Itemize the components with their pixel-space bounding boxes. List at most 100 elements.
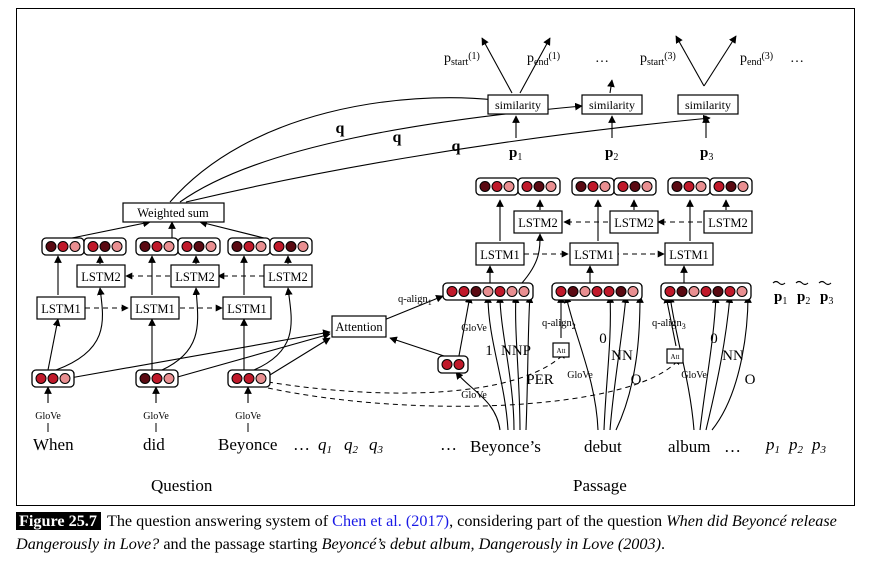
- vector-cell: [139, 373, 151, 384]
- section-label-question: Question: [151, 476, 213, 495]
- output-labels: pstart(1) pend(1) … pstart(3) pend(3) …: [444, 51, 804, 68]
- vector-cell: [231, 373, 243, 384]
- caption-question: When did Beyoncé release Dangerously in …: [16, 512, 837, 553]
- box-labels: LSTM1 LSTM1 LSTM1 LSTM2 LSTM2 LSTM2 LSTM…: [41, 98, 748, 361]
- output-ellipsis-2: …: [790, 51, 804, 66]
- question-word-when: When: [33, 435, 74, 454]
- p-lstm1-label-2: LSTM1: [574, 248, 614, 262]
- vector-cell: [494, 286, 506, 297]
- vector-cell: [518, 286, 530, 297]
- vector-cell: [533, 181, 545, 192]
- vector-cell: [491, 181, 503, 192]
- caption-passage: Beyoncé’s debut album, Dangerously in Lo…: [321, 535, 661, 553]
- p-lstm2-label-3: LSTM2: [708, 216, 748, 230]
- vector-cell: [47, 373, 59, 384]
- p-lstm2-box-2: [609, 210, 659, 234]
- feature-debut-nn: NN: [611, 348, 633, 364]
- vector-cell: [163, 241, 175, 252]
- q-lstm1-box-3: [222, 296, 272, 320]
- q-lstm1-box-2: [130, 296, 180, 320]
- glove-label-p1b: GloVe: [461, 390, 487, 401]
- citation-link[interactable]: Chen et al. (2017): [332, 512, 450, 530]
- p-tilde-1: p1: [774, 289, 787, 307]
- vector-cell: [285, 241, 297, 252]
- vector-cell: [603, 286, 615, 297]
- lstm-boxes: [36, 94, 753, 364]
- output-pstart-1: pstart(1): [444, 51, 480, 68]
- vector-cell: [151, 241, 163, 252]
- feature-album-nn: NN: [722, 348, 744, 364]
- feature-album-o: O: [745, 372, 756, 388]
- passage-word-beyonces: Beyonce’s: [470, 437, 541, 456]
- vector-cell: [87, 241, 99, 252]
- question-var-q1: q1: [318, 435, 332, 456]
- caption-text-3: and the passage starting: [159, 535, 322, 553]
- output-pstart-3: pstart(3): [640, 51, 676, 68]
- vector-cell: [69, 241, 81, 252]
- vector-cell: [579, 286, 591, 297]
- q-lstm1-label-2: LSTM1: [135, 302, 175, 316]
- vector-cell: [446, 286, 458, 297]
- q-align-label-3: q-align3: [652, 318, 686, 331]
- vector-cell: [273, 241, 285, 252]
- vector-cell: [59, 373, 71, 384]
- vector-cell: [151, 373, 163, 384]
- vector-cell: [700, 286, 712, 297]
- vector-cell: [736, 286, 748, 297]
- q-label-2: q: [393, 129, 402, 146]
- p-label-1: p1: [509, 145, 522, 163]
- glove-label-p3: GloVe: [681, 370, 707, 381]
- vector-cell: [193, 241, 205, 252]
- dashed-connectors: [85, 218, 702, 407]
- similarity-label-3: similarity: [685, 98, 731, 112]
- vector-cell: [591, 286, 603, 297]
- vector-cell: [163, 373, 175, 384]
- feature-debut-o: O: [631, 372, 642, 388]
- passage-word-debut: debut: [584, 437, 622, 456]
- vector-cell: [99, 241, 111, 252]
- vector-cell: [255, 241, 267, 252]
- vector-cell: [506, 286, 518, 297]
- vector-cell: [139, 241, 151, 252]
- p-lstm1-box-2: [569, 242, 619, 266]
- similarity-label-2: similarity: [589, 98, 635, 112]
- question-word-beyonce: Beyonce: [218, 435, 277, 454]
- vector-cell: [599, 181, 611, 192]
- glove-label-p2: GloVe: [567, 370, 593, 381]
- glove-label-q3: GloVe: [235, 411, 261, 422]
- output-pend-3: pend(3): [740, 51, 773, 68]
- passage-var-p1: p1: [765, 435, 780, 456]
- vector-cell: [458, 286, 470, 297]
- figure-caption: Figure 25.7 The question answering system…: [16, 510, 861, 556]
- vector-cell: [688, 286, 700, 297]
- p-label-3: p3: [700, 145, 713, 163]
- vector-cell: [181, 241, 193, 252]
- weighted-sum-box: [122, 202, 225, 223]
- glove-label-q2: GloVe: [143, 411, 169, 422]
- p-lstm1-label-1: LSTM1: [480, 248, 520, 262]
- vector-cell: [615, 286, 627, 297]
- vector-cell: [482, 286, 494, 297]
- vector-cell: [545, 181, 557, 192]
- p-lstm1-box-3: [664, 242, 714, 266]
- p-tilde-labels: p1 p2 p3: [772, 280, 833, 307]
- question-words: When did Beyonce … q1 q2 q3: [33, 435, 384, 456]
- vector-cell: [676, 286, 688, 297]
- vector-cell: [453, 359, 465, 370]
- vector-cell: [617, 181, 629, 192]
- vector-cell: [713, 181, 725, 192]
- vector-cell: [441, 359, 453, 370]
- vector-cell: [627, 286, 639, 297]
- feature-beyonces-1: 1: [485, 343, 493, 359]
- output-ellipsis-1: …: [595, 51, 609, 66]
- vector-cell: [57, 241, 69, 252]
- q-lstm2-label-1: LSTM2: [81, 270, 121, 284]
- q-lstm1-box-1: [36, 296, 86, 320]
- caption-text-4: .: [660, 535, 666, 553]
- att-label-1: Att: [557, 347, 566, 355]
- p-lstm2-label-1: LSTM2: [518, 216, 558, 230]
- q-lstm2-box-2: [170, 264, 220, 288]
- passage-var-p2: p2: [788, 435, 804, 456]
- figure-frame: [16, 8, 855, 506]
- feature-album-0: 0: [710, 331, 718, 347]
